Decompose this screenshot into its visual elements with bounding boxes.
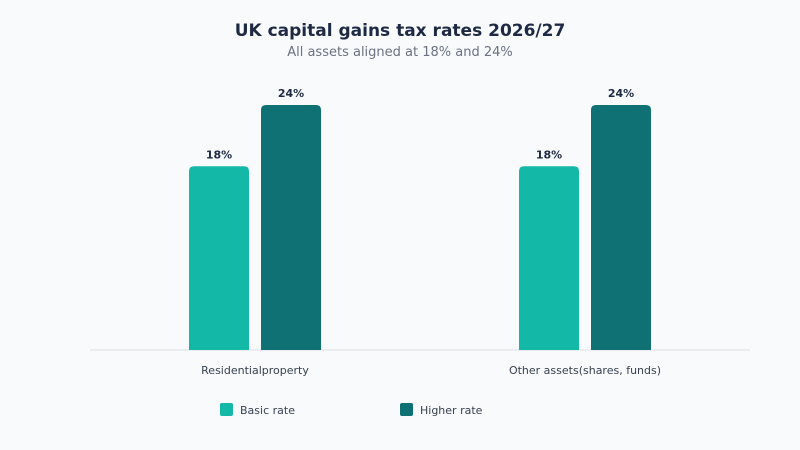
- category-label: Other assets(shares, funds): [509, 364, 661, 377]
- chart-title: UK capital gains tax rates 2026/27: [235, 21, 566, 41]
- legend-swatch-higher: [400, 403, 413, 416]
- category-label: Residentialproperty: [201, 364, 309, 377]
- value-label: 24%: [608, 87, 634, 100]
- chart-subtitle: All assets aligned at 18% and 24%: [287, 45, 513, 60]
- bar-basic-0: [189, 166, 249, 350]
- bar-basic-1: [519, 166, 579, 350]
- legend-swatch-basic: [220, 403, 233, 416]
- value-label: 18%: [206, 148, 232, 161]
- value-label: 24%: [278, 87, 304, 100]
- bars-group: [189, 105, 651, 350]
- legend: Basic rate Higher rate: [220, 403, 483, 417]
- labels-group: 18% 24% Residentialproperty 18% 24% Other ass…: [201, 87, 661, 377]
- value-label: 18%: [536, 148, 562, 161]
- legend-label-basic: Basic rate: [240, 404, 295, 417]
- bar-higher-1: [591, 105, 651, 350]
- bar-higher-0: [261, 105, 321, 350]
- legend-label-higher: Higher rate: [420, 404, 483, 417]
